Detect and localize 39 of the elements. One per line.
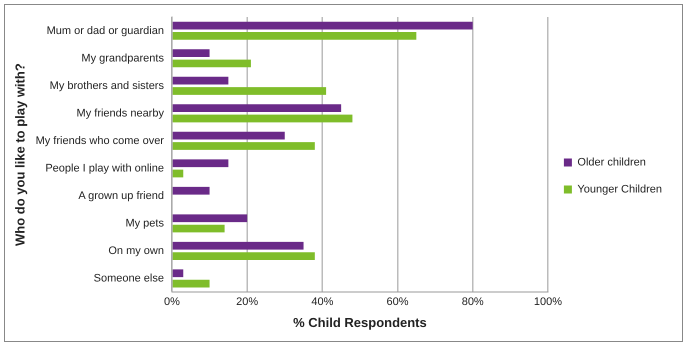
bar xyxy=(172,269,184,278)
y-axis-title: Who do you like to play with? xyxy=(12,63,28,246)
x-tick-label: 60% xyxy=(386,296,409,308)
bar xyxy=(172,186,210,195)
y-tick-label: My friends who come over xyxy=(36,134,164,147)
bar xyxy=(172,159,228,168)
x-tick-label: 100% xyxy=(534,296,562,308)
bar xyxy=(172,214,248,222)
legend-label: Younger Children xyxy=(577,184,662,196)
y-tick-label: My brothers and sisters xyxy=(50,80,164,92)
bar xyxy=(172,60,251,68)
bar xyxy=(172,32,416,40)
y-tick-label: A grown up friend xyxy=(78,190,164,202)
x-axis-title: % Child Respondents xyxy=(293,314,427,330)
bar xyxy=(172,142,315,150)
bar xyxy=(172,252,315,260)
bar xyxy=(172,22,473,30)
y-tick-label: On my own xyxy=(108,244,164,257)
x-tick-label: 80% xyxy=(462,296,484,308)
x-tick-label: 0% xyxy=(164,296,180,308)
legend-label: Older children xyxy=(577,156,646,169)
bar xyxy=(172,114,352,122)
y-tick-label: People I play with online xyxy=(45,162,164,174)
y-tick-label: Someone else xyxy=(94,272,164,284)
bar xyxy=(172,49,210,57)
y-tick-label: Mum or dad or guardian xyxy=(46,24,164,37)
bar xyxy=(172,224,225,232)
y-tick-label: My pets xyxy=(125,217,164,230)
bar xyxy=(172,104,342,112)
bar xyxy=(172,242,304,250)
y-tick-label: My friends nearby xyxy=(76,107,164,120)
x-tick-label: 40% xyxy=(311,296,334,308)
bar xyxy=(172,87,326,95)
bar xyxy=(172,170,184,178)
bar xyxy=(172,132,285,140)
bar xyxy=(172,76,228,85)
bar xyxy=(172,280,210,288)
x-tick-label: 20% xyxy=(236,296,258,308)
y-tick-label: My grandparents xyxy=(81,52,164,64)
